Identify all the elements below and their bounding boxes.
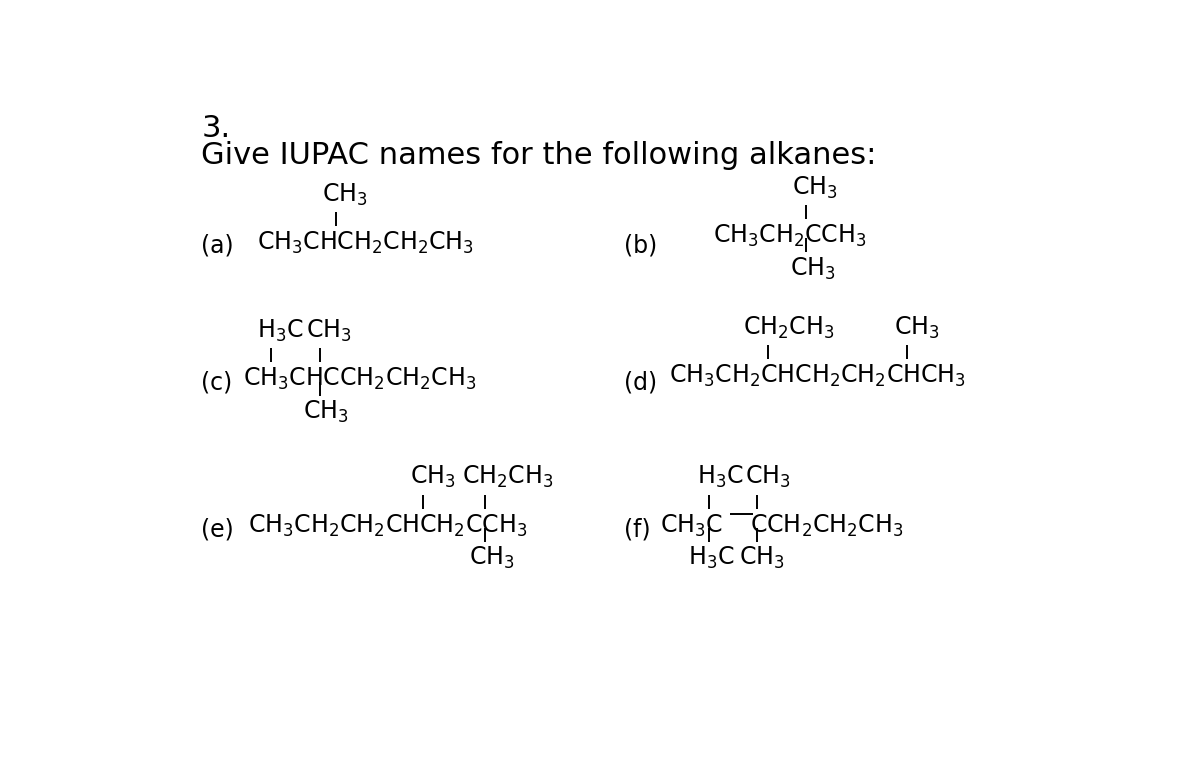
- Text: CH$_3$CH$_2$CHCH$_2$CH$_2$CHCH$_3$: CH$_3$CH$_2$CHCH$_2$CH$_2$CHCH$_3$: [668, 363, 966, 389]
- Text: CH$_3$CHCCH$_2$CH$_2$CH$_3$: CH$_3$CHCCH$_2$CH$_2$CH$_3$: [242, 366, 476, 392]
- Text: CH$_3$: CH$_3$: [469, 545, 515, 572]
- Text: CCH$_2$CH$_2$CH$_3$: CCH$_2$CH$_2$CH$_3$: [750, 512, 904, 539]
- Text: (c): (c): [202, 371, 233, 395]
- Text: CH$_3$CH$_2$CH$_2$CHCH$_2$CCH$_3$: CH$_3$CH$_2$CH$_2$CHCH$_2$CCH$_3$: [247, 512, 527, 539]
- Text: CH$_3$: CH$_3$: [894, 315, 940, 341]
- Text: CH$_3$: CH$_3$: [745, 464, 791, 490]
- Text: (f): (f): [624, 518, 650, 542]
- Text: (d): (d): [624, 371, 658, 395]
- Text: 3.: 3.: [202, 114, 230, 143]
- Text: CH$_3$: CH$_3$: [306, 318, 352, 343]
- Text: Give IUPAC names for the following alkanes:: Give IUPAC names for the following alkan…: [202, 140, 876, 170]
- Text: (e): (e): [202, 518, 234, 542]
- Text: (b): (b): [624, 233, 658, 258]
- Text: H$_3$C: H$_3$C: [257, 318, 304, 343]
- Text: CH$_3$: CH$_3$: [790, 255, 835, 282]
- Text: CH$_3$: CH$_3$: [739, 545, 785, 572]
- Text: CH$_3$CHCH$_2$CH$_2$CH$_3$: CH$_3$CHCH$_2$CH$_2$CH$_3$: [257, 230, 474, 256]
- Text: CH$_3$CH$_2$CCH$_3$: CH$_3$CH$_2$CCH$_3$: [713, 223, 866, 249]
- Text: CH$_3$C: CH$_3$C: [660, 512, 722, 539]
- Text: CH$_3$: CH$_3$: [322, 181, 367, 208]
- Text: CH$_2$CH$_3$: CH$_2$CH$_3$: [462, 464, 553, 490]
- Text: CH$_3$: CH$_3$: [410, 464, 456, 490]
- Text: (a): (a): [202, 233, 234, 258]
- Text: CH$_3$: CH$_3$: [304, 399, 349, 425]
- Text: CH$_2$CH$_3$: CH$_2$CH$_3$: [743, 315, 835, 341]
- Text: H$_3$C: H$_3$C: [688, 545, 734, 572]
- Text: H$_3$C: H$_3$C: [697, 464, 743, 490]
- Text: CH$_3$: CH$_3$: [792, 174, 838, 201]
